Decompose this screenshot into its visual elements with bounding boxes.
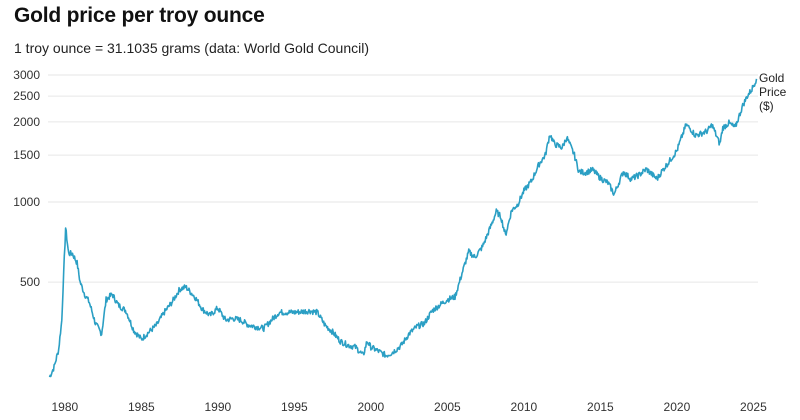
series-label: Price: [759, 85, 787, 99]
chart-subtitle: 1 troy ounce = 31.1035 grams (data: Worl…: [14, 40, 369, 56]
x-tick-label: 2010: [511, 400, 538, 414]
x-tick-label: 1995: [281, 400, 308, 414]
gold-price-line: [48, 78, 758, 378]
x-tick-label: 2015: [587, 400, 614, 414]
series-label: ($): [759, 99, 774, 113]
y-tick-label: 500: [20, 275, 40, 289]
y-tick-label: 2500: [13, 89, 40, 103]
x-tick-label: 2005: [434, 400, 461, 414]
x-tick-label: 1985: [128, 400, 155, 414]
x-tick-label: 1990: [204, 400, 231, 414]
x-tick-label: 2025: [740, 400, 767, 414]
x-tick-label: 2020: [664, 400, 691, 414]
y-tick-label: 1000: [13, 195, 40, 209]
y-tick-label: 3000: [13, 68, 40, 82]
x-tick-label: 1980: [51, 400, 78, 414]
x-tick-label: 2000: [358, 400, 385, 414]
chart-title: Gold price per troy ounce: [14, 4, 265, 27]
series-label: Gold: [759, 71, 784, 85]
y-tick-label: 2000: [13, 115, 40, 129]
y-tick-label: 1500: [13, 148, 40, 162]
